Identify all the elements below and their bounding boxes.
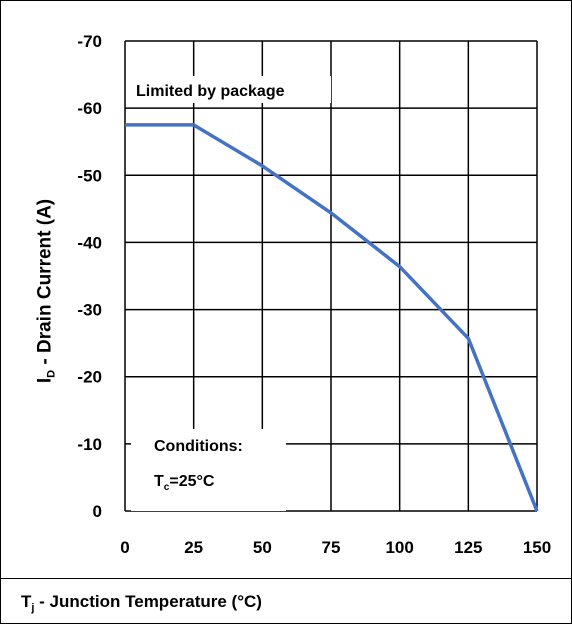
y-tick-label: -20: [77, 368, 102, 387]
x-tick-label: 75: [322, 538, 341, 557]
series-line: [125, 123, 539, 512]
x-tick-label: 25: [184, 538, 203, 557]
annotation-tc: Tc=25°C: [154, 473, 215, 493]
y-tick-label: -40: [77, 233, 102, 252]
x-tick-label: 100: [385, 538, 413, 557]
y-tick-label: -30: [77, 301, 102, 320]
y-tick-label: -60: [77, 99, 102, 118]
x-tick-label: 150: [523, 538, 551, 557]
y-axis-label: ID - Drain Current (A): [34, 198, 58, 384]
annotation-limited-by-package: Limited by package: [136, 83, 285, 100]
x-tick-label: 0: [120, 538, 129, 557]
chart-plot: 0 25 50 75 100 125 150 0 -10 -20 -30 -40 -50 -60 -70 Li…: [77, 32, 551, 557]
y-tick-label: -70: [77, 32, 102, 51]
annotation-conditions: Conditions:: [154, 438, 243, 455]
x-axis-label: Tj - Junction Temperature (°C): [21, 592, 262, 614]
annotation-conditions-bg: [131, 429, 286, 511]
x-axis-label-box: Tj - Junction Temperature (°C): [1, 578, 571, 624]
y-tick-label: -10: [77, 435, 102, 454]
y-tick-label: -50: [77, 166, 102, 185]
x-tick-label: 50: [253, 538, 272, 557]
annotation-limited-bg: [131, 76, 331, 103]
y-tick-label: 0: [93, 502, 102, 521]
x-tick-label: 125: [454, 538, 482, 557]
